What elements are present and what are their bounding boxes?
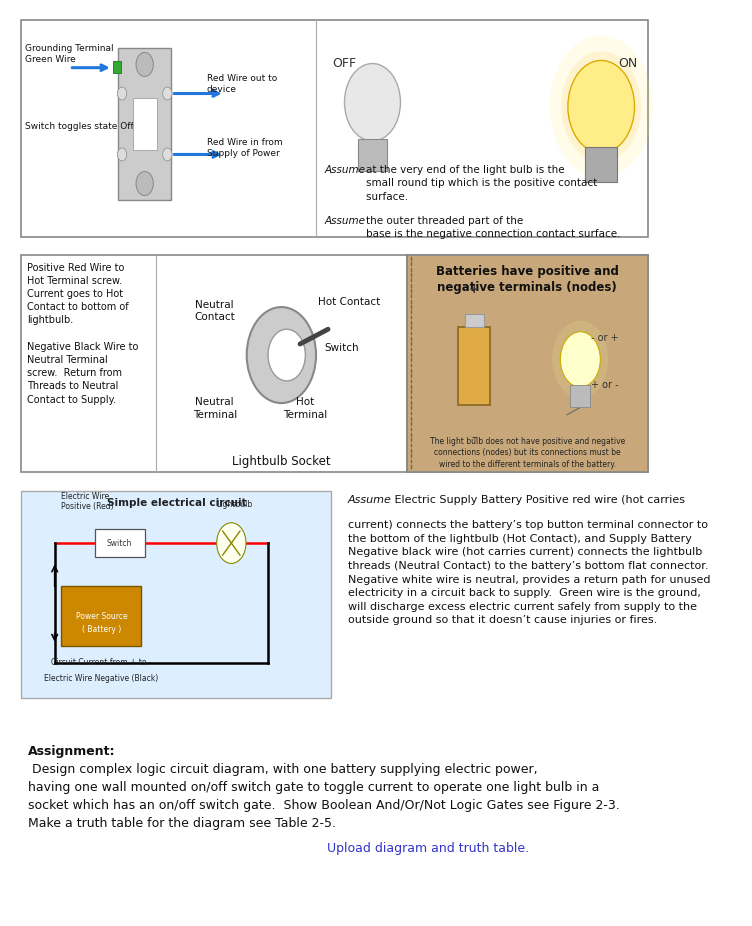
Text: Upload diagram and truth table.: Upload diagram and truth table. [326, 842, 529, 855]
FancyBboxPatch shape [407, 256, 648, 472]
Text: Hot Contact: Hot Contact [318, 296, 381, 307]
Text: the outer threaded part of the
base is the negative connection contact surface.: the outer threaded part of the base is t… [365, 216, 620, 239]
Circle shape [117, 148, 126, 161]
Text: Red Wire out to
device: Red Wire out to device [207, 74, 277, 94]
Text: Design complex logic circuit diagram, with one battery supplying electric power,: Design complex logic circuit diagram, wi… [28, 763, 620, 830]
Text: current) connects the battery’s top button terminal connector to
the bottom of t: current) connects the battery’s top butt… [348, 520, 711, 625]
Text: Lightbulb Socket: Lightbulb Socket [232, 455, 331, 468]
Text: Assume: Assume [348, 495, 392, 506]
Text: - or +: - or + [590, 332, 618, 343]
FancyBboxPatch shape [21, 19, 648, 237]
Circle shape [552, 320, 608, 398]
FancyBboxPatch shape [21, 256, 648, 472]
Circle shape [344, 64, 401, 141]
FancyBboxPatch shape [465, 314, 484, 327]
FancyBboxPatch shape [570, 385, 590, 407]
Text: Assignment:: Assignment: [28, 745, 116, 757]
Text: Neutral
Contact: Neutral Contact [194, 299, 235, 322]
Text: Electric Supply Battery Positive red wire (hot carries: Electric Supply Battery Positive red wir… [391, 495, 685, 506]
Text: Lightbulb: Lightbulb [217, 500, 253, 508]
Text: The light bulb does not have positive and negative
connections (nodes) but its c: The light bulb does not have positive an… [429, 437, 625, 469]
Circle shape [136, 171, 153, 195]
FancyBboxPatch shape [113, 61, 121, 73]
Circle shape [560, 332, 600, 387]
Text: Assume: Assume [325, 216, 365, 226]
Text: ( Battery ): ( Battery ) [82, 625, 121, 634]
Text: Switch: Switch [325, 343, 359, 353]
Circle shape [268, 330, 305, 381]
Circle shape [117, 87, 126, 100]
Text: Batteries have positive and
negative terminals (nodes): Batteries have positive and negative ter… [436, 265, 619, 294]
Text: Electric Wire Negative (Black): Electric Wire Negative (Black) [44, 674, 159, 683]
FancyBboxPatch shape [62, 586, 141, 646]
Text: Switch: Switch [107, 539, 132, 547]
Circle shape [568, 60, 635, 153]
Text: Circuit Current from + to -: Circuit Current from + to - [51, 657, 152, 667]
Text: Grounding Terminal
Green Wire: Grounding Terminal Green Wire [25, 44, 114, 64]
Text: Electric Wire
Positive (Red): Electric Wire Positive (Red) [62, 492, 114, 511]
FancyBboxPatch shape [458, 327, 490, 406]
FancyBboxPatch shape [95, 530, 144, 557]
Circle shape [162, 87, 172, 100]
Text: Assume: Assume [325, 165, 365, 175]
Circle shape [561, 51, 641, 162]
Circle shape [162, 148, 172, 161]
Circle shape [136, 53, 153, 77]
Text: Hot
Terminal: Hot Terminal [283, 397, 327, 419]
Text: -: - [472, 430, 477, 445]
FancyBboxPatch shape [118, 48, 171, 200]
FancyBboxPatch shape [585, 147, 617, 182]
FancyBboxPatch shape [132, 98, 156, 150]
Circle shape [550, 35, 653, 178]
FancyBboxPatch shape [21, 491, 332, 698]
Text: Neutral
Terminal: Neutral Terminal [193, 397, 237, 419]
Text: + or -: + or - [590, 381, 618, 391]
Text: Positive Red Wire to
Hot Terminal screw.
Current goes to Hot
Contact to bottom o: Positive Red Wire to Hot Terminal screw.… [27, 263, 138, 405]
Text: Simple electrical circuit: Simple electrical circuit [107, 498, 246, 508]
Text: Power Source: Power Source [75, 611, 127, 620]
Text: Switch toggles state Off / On: Switch toggles state Off / On [25, 122, 155, 131]
Text: OFF: OFF [332, 56, 356, 69]
Text: ON: ON [619, 56, 638, 69]
Circle shape [217, 523, 246, 563]
FancyBboxPatch shape [358, 139, 387, 170]
Text: at the very end of the light bulb is the
small round tip which is the positive c: at the very end of the light bulb is the… [365, 165, 597, 202]
Circle shape [247, 307, 316, 403]
Text: +: + [469, 283, 480, 296]
Text: Red Wire in from
Supply of Power: Red Wire in from Supply of Power [207, 138, 282, 158]
